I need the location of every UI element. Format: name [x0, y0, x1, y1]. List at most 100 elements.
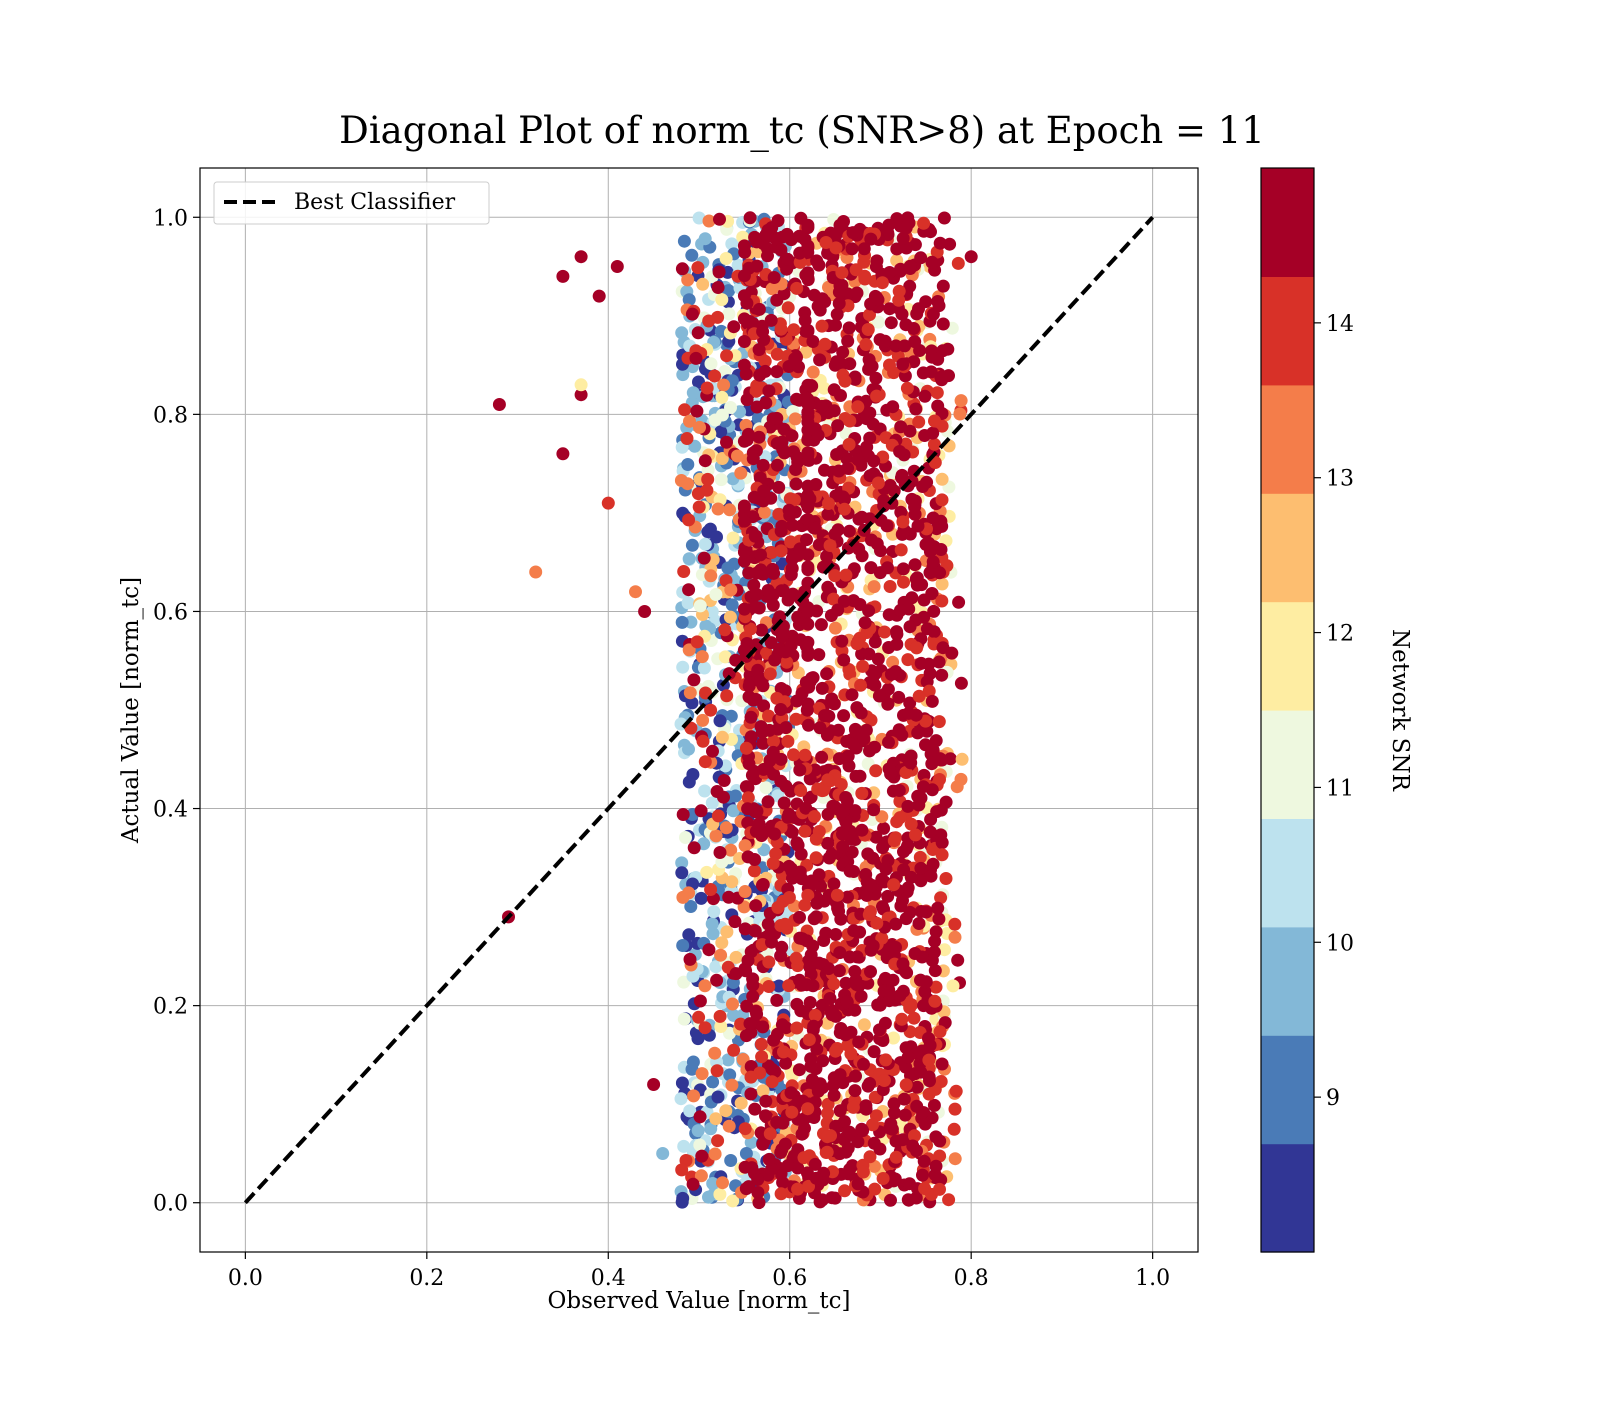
scatter-point-2390 — [889, 940, 902, 954]
scatter-point-2992 — [836, 840, 850, 854]
scatter-point-1441 — [699, 686, 712, 700]
scatter-point-1357 — [681, 273, 695, 287]
scatter-point-2578 — [873, 1142, 887, 1156]
scatter-point-3034 — [774, 1187, 788, 1201]
chart-title: Diagonal Plot of norm_tc (SNR>8) at Epoc… — [339, 109, 1265, 153]
scatter-point-2382 — [833, 1104, 847, 1118]
scatter-point-3053 — [903, 424, 917, 438]
scatter-point-2340 — [744, 710, 758, 724]
scatter-point-2669 — [798, 748, 812, 762]
scatter-point-3194 — [737, 545, 751, 559]
scatter-point-3126 — [737, 269, 751, 283]
scatter-point-3203 — [556, 269, 570, 283]
scatter-point-2928 — [922, 1053, 936, 1067]
scatter-point-2251 — [749, 899, 763, 913]
scatter-point-1289 — [693, 994, 707, 1008]
scatter-point-3083 — [768, 653, 782, 667]
scatter-point-3098 — [808, 810, 821, 823]
scatter-point-2301 — [791, 838, 805, 852]
scatter-point-2543 — [789, 951, 803, 965]
scatter-point-2923 — [908, 947, 922, 960]
scatter-point-2811 — [822, 709, 836, 723]
scatter-point-3070 — [770, 1115, 784, 1129]
y-tick-label-5: 1.0 — [153, 206, 188, 231]
scatter-point-2531 — [901, 799, 915, 813]
scatter-point-1278 — [702, 314, 716, 328]
scatter-point-3213 — [647, 1078, 661, 1091]
scatter-point-564 — [685, 248, 699, 262]
scatter-point-3103 — [812, 868, 826, 882]
scatter-point-2847 — [879, 1053, 893, 1067]
scatter-point-3119 — [836, 805, 850, 818]
scatter-point-906 — [726, 531, 740, 545]
scatter-point-3065 — [763, 754, 777, 767]
scatter-point-3007 — [896, 957, 910, 971]
scatter-point-2735 — [856, 659, 870, 673]
scatter-point-3202 — [529, 565, 543, 579]
scatter-point-3186 — [777, 627, 791, 641]
scatter-point-3197 — [801, 218, 815, 232]
scatter-point-3000 — [842, 1125, 856, 1139]
scatter-point-210 — [681, 458, 695, 471]
scatter-point-3190 — [801, 325, 815, 338]
scatter-point-1236 — [726, 997, 739, 1011]
scatter-point-2957 — [880, 519, 894, 533]
scatter-point-2690 — [923, 825, 937, 839]
scatter-point-2445 — [889, 1134, 903, 1148]
scatter-point-1416 — [951, 256, 965, 270]
scatter-point-2863 — [848, 1084, 862, 1098]
scatter-point-634 — [711, 1090, 725, 1104]
scatter-point-2956 — [746, 989, 760, 1003]
scatter-point-935 — [729, 950, 743, 964]
scatter-point-3089 — [904, 756, 918, 770]
scatter-point-1275 — [713, 1009, 727, 1023]
scatter-point-2166 — [883, 358, 896, 372]
scatter-point-678 — [714, 473, 728, 487]
scatter-point-2435 — [907, 1011, 921, 1025]
scatter-point-3151 — [801, 397, 815, 411]
scatter-point-2840 — [882, 218, 896, 232]
scatter-point-3077 — [847, 924, 861, 938]
scatter-point-2989 — [815, 1081, 829, 1095]
scatter-point-880 — [715, 293, 729, 307]
scatter-point-52 — [675, 856, 689, 870]
scatter-point-2436 — [864, 533, 878, 547]
scatter-point-914 — [719, 252, 733, 265]
scatter-point-2640 — [750, 566, 764, 580]
scatter-point-2197 — [781, 1159, 795, 1173]
scatter-point-3015 — [884, 667, 898, 681]
scatter-point-2814 — [820, 1145, 834, 1159]
y-axis-title: Actual Value [norm_tc] — [118, 577, 144, 844]
scatter-point-2236 — [908, 558, 922, 572]
scatter-point-1849 — [934, 891, 948, 905]
scatter-point-3192 — [754, 548, 767, 562]
scatter-point-3080 — [928, 414, 941, 428]
scatter-point-1298 — [952, 595, 966, 609]
scatter-point-1360 — [683, 414, 696, 428]
scatter-point-2264 — [803, 996, 817, 1009]
scatter-point-761 — [724, 843, 738, 857]
scatter-point-2769 — [782, 891, 796, 904]
scatter-point-3001 — [855, 549, 869, 563]
scatter-point-1409 — [948, 1152, 962, 1166]
scatter-point-2938 — [830, 307, 844, 321]
scatter-point-2697 — [850, 978, 864, 992]
scatter-point-3208 — [592, 289, 606, 303]
scatter-point-1927 — [932, 655, 946, 669]
scatter-point-1156 — [720, 689, 734, 703]
scatter-point-2498 — [852, 1035, 866, 1049]
scatter-point-2990 — [802, 1179, 815, 1193]
scatter-point-2439 — [897, 845, 910, 859]
scatter-point-3028 — [898, 339, 912, 353]
scatter-point-2367 — [932, 715, 946, 729]
scatter-point-1876 — [781, 301, 795, 315]
scatter-point-2910 — [851, 1177, 865, 1191]
scatter-point-3014 — [851, 453, 865, 467]
scatter-point-3155 — [774, 524, 788, 538]
scatter-point-2570 — [850, 950, 864, 964]
scatter-point-2245 — [839, 976, 853, 990]
scatter-point-2426 — [916, 1106, 929, 1120]
scatter-point-3101 — [855, 823, 869, 837]
x-tick-label-1: 0.2 — [409, 1266, 444, 1291]
scatter-point-2870 — [881, 697, 895, 710]
